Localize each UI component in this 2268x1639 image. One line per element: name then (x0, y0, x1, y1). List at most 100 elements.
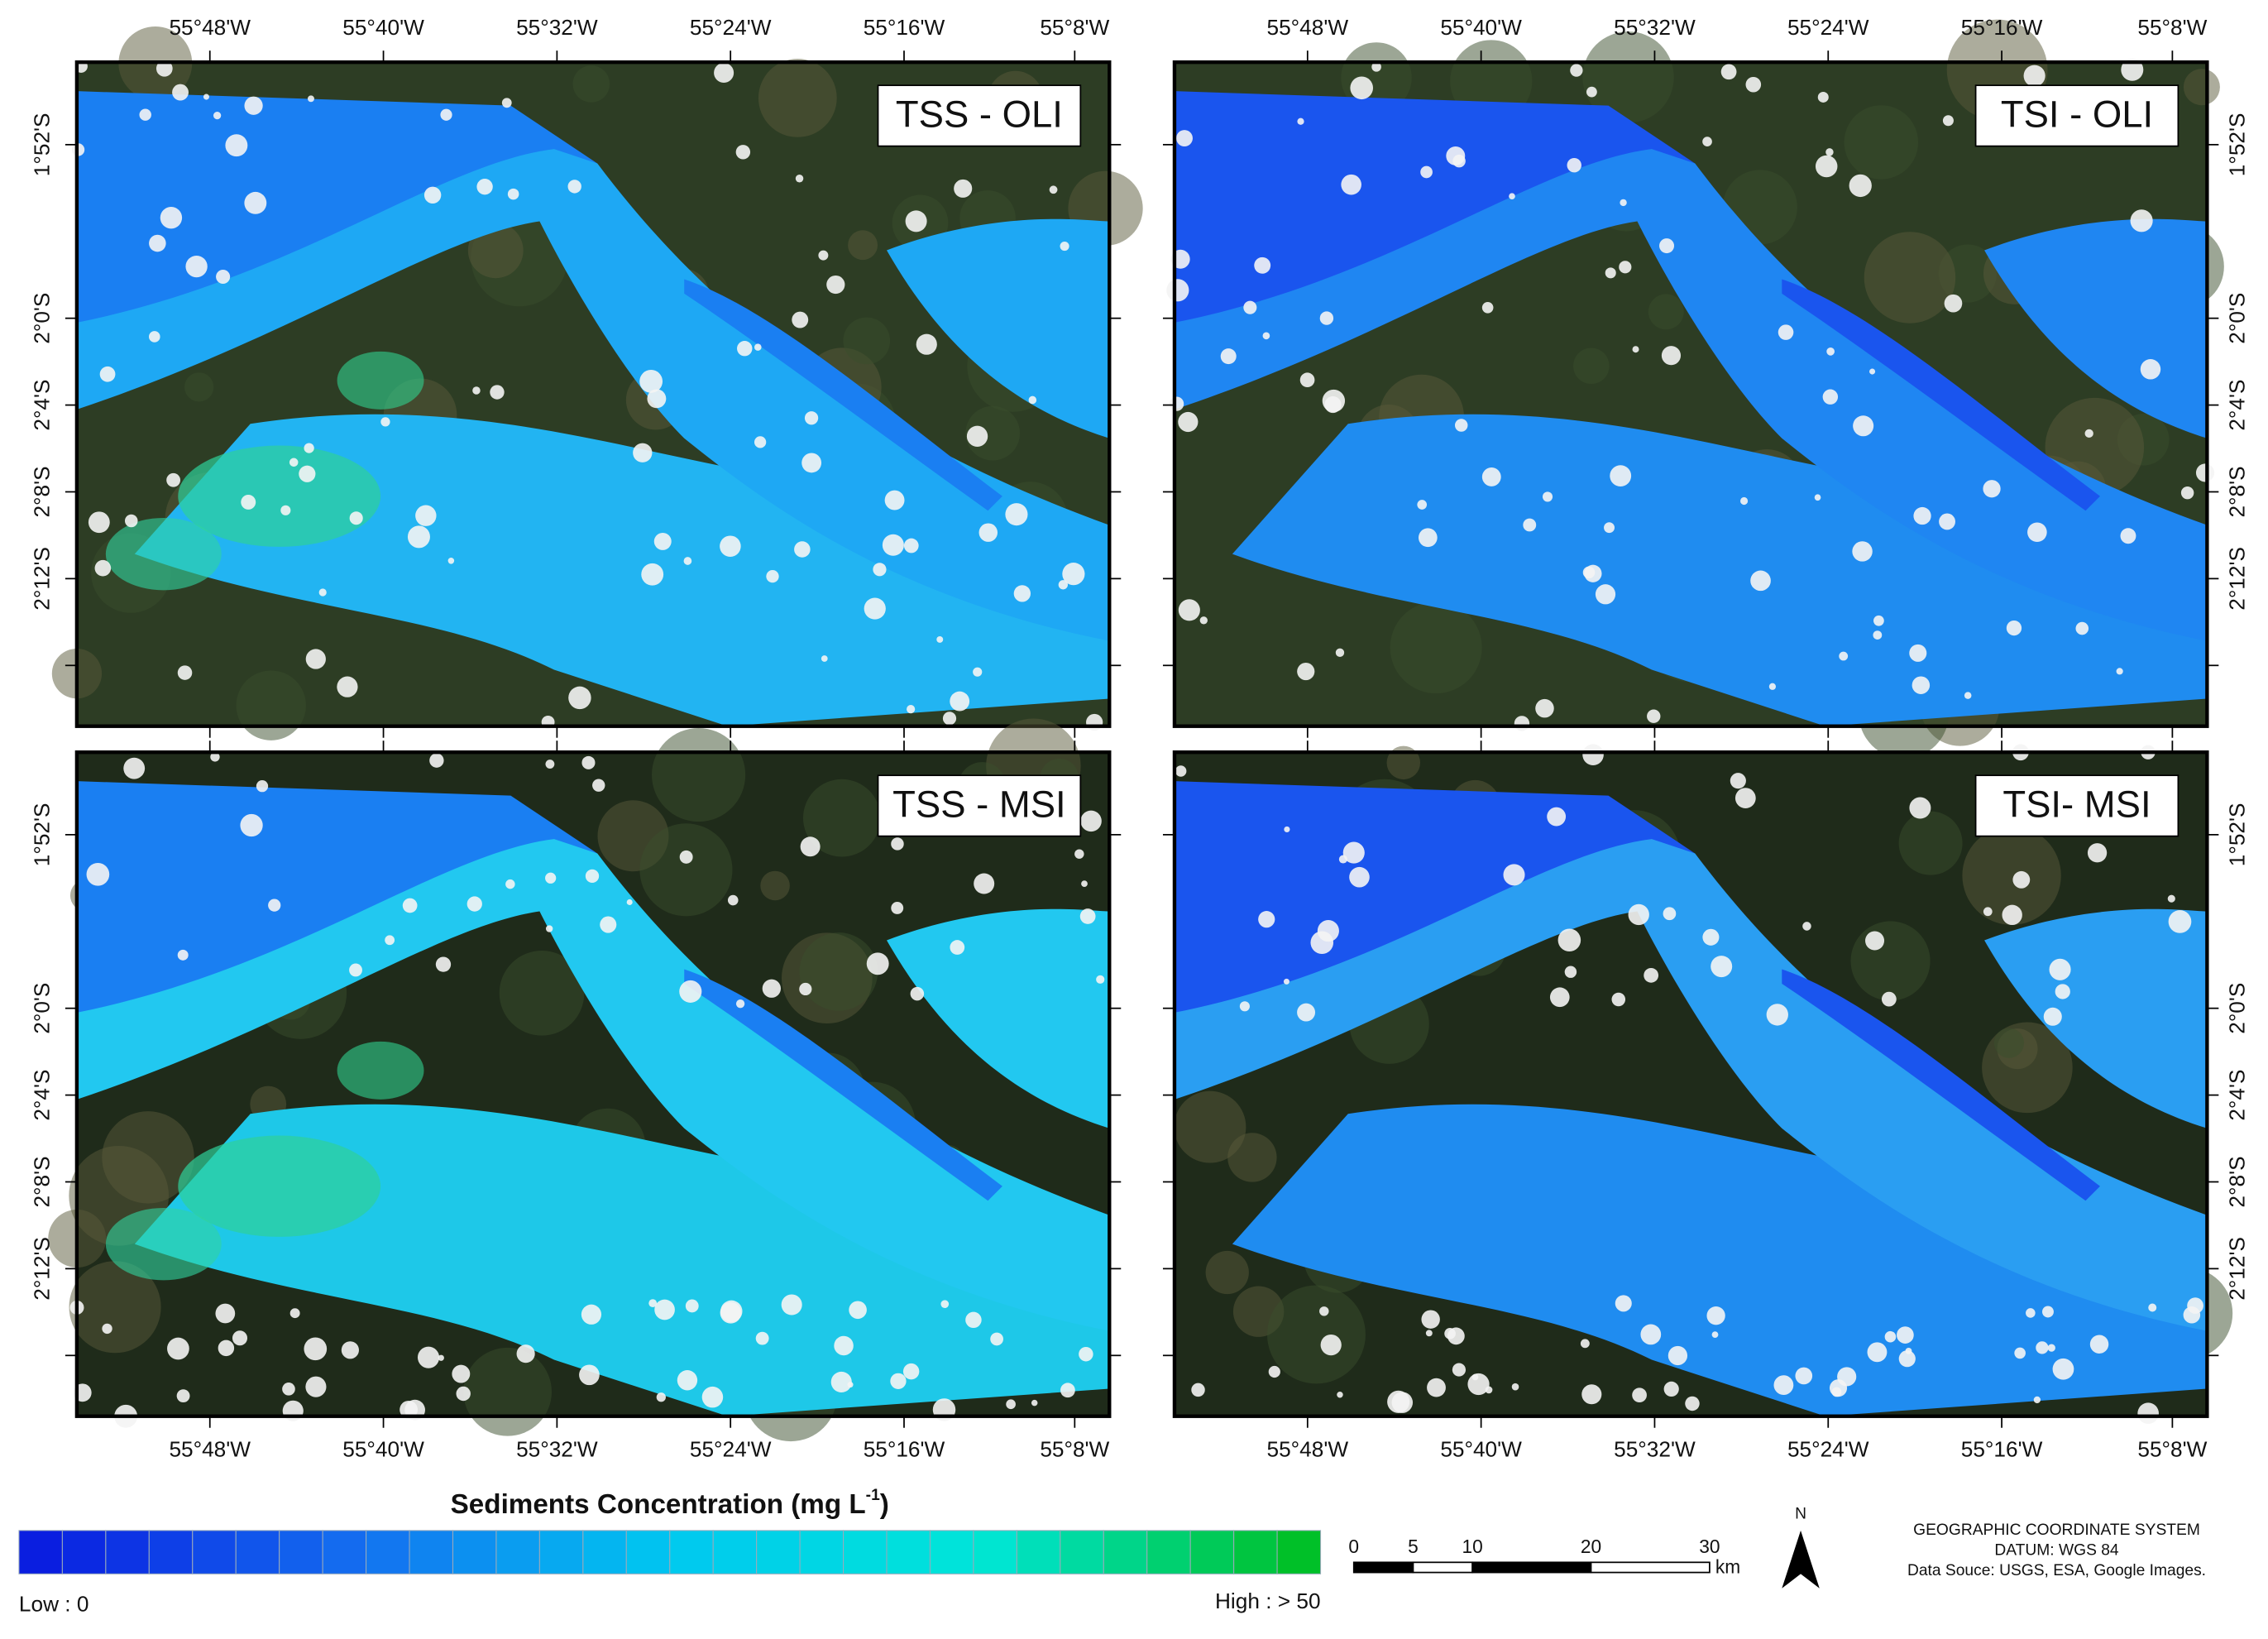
cloud (1884, 1330, 1897, 1343)
cloud (447, 558, 455, 564)
cloud (2043, 1007, 2062, 1026)
cloud (1467, 1373, 1490, 1396)
cloud (172, 84, 189, 101)
legend-swatch (1016, 1530, 1061, 1574)
cloud (2075, 621, 2089, 635)
cloud (177, 665, 193, 680)
cloud (304, 1337, 328, 1361)
cloud (456, 1386, 471, 1402)
cloud (754, 343, 762, 351)
cloud (1060, 241, 1069, 252)
cloud (423, 186, 442, 204)
cloud (974, 873, 995, 894)
cloud (166, 472, 181, 487)
legend-swatch (843, 1530, 888, 1574)
cloud (1570, 64, 1583, 77)
cloud (1178, 411, 1199, 433)
cloud (2014, 1347, 2026, 1359)
water (76, 839, 1110, 1331)
cloud (2195, 463, 2215, 482)
cloud (289, 458, 299, 467)
cloud (1079, 1346, 1093, 1362)
cloud (916, 333, 937, 355)
cloud (215, 1303, 236, 1324)
cloud (1942, 115, 1954, 127)
cloud (890, 1373, 907, 1389)
cloud (1342, 841, 1365, 864)
cloud (1297, 117, 1304, 125)
cloud (1060, 1383, 1075, 1398)
credit-line: DATUM: WGS 84 (1994, 1541, 2119, 1559)
cloud (826, 275, 845, 295)
cloud (1557, 928, 1581, 952)
high-sediment (337, 1041, 424, 1100)
cloud (1815, 155, 1838, 178)
cloud (902, 1363, 920, 1380)
cloud (568, 686, 591, 710)
panel-label-box (1974, 774, 2179, 837)
cloud (1175, 765, 1187, 777)
cloud (1817, 91, 1829, 103)
map-panel: TSS - MSI 55°48'W 55°40'W 55°32'W 55°24'W 55°… (30, 718, 1122, 1462)
map-panel: TSS - OLI 55°48'W 55°40'W 55°32'W 55°24'W 55°… (30, 15, 1143, 740)
cloud (1371, 62, 1381, 72)
cloud (600, 916, 617, 933)
cloud (1773, 1375, 1794, 1396)
cloud (1702, 928, 1720, 946)
cloud (88, 511, 110, 534)
lon-label: 55°16'W (864, 1437, 945, 1462)
cloud (2116, 668, 2123, 675)
cloud (754, 436, 767, 448)
legend-swatch (366, 1530, 410, 1574)
vegetation (102, 1111, 194, 1204)
vegetation (184, 372, 214, 402)
cloud (156, 60, 173, 77)
cloud (1873, 630, 1883, 640)
lon-label: 55°48'W (169, 1437, 251, 1462)
cloud (720, 535, 741, 557)
cloud (244, 96, 263, 115)
lon-label: 55°40'W (342, 1437, 424, 1462)
cloud (1909, 797, 1931, 819)
legend-swatch (669, 1530, 714, 1574)
cloud (1750, 570, 1771, 592)
cloud (1523, 518, 1537, 532)
cloud (1912, 676, 1931, 694)
legend-swatch (235, 1530, 280, 1574)
lat-label: 2°12'S (30, 1237, 55, 1301)
cloud (1730, 773, 1746, 789)
scale-segment (1590, 1561, 1711, 1574)
vegetation (1572, 347, 1610, 385)
lat-label: 1°52'S (30, 113, 55, 176)
cloud (907, 705, 916, 714)
cloud (1079, 908, 1096, 924)
cloud (467, 896, 482, 912)
cloud (1853, 415, 1874, 437)
cloud (94, 559, 112, 577)
cloud (905, 210, 927, 232)
vegetation (1266, 1285, 1366, 1384)
cloud (349, 511, 363, 525)
cloud (581, 1304, 602, 1325)
cloud (801, 453, 822, 473)
cloud (1420, 165, 1433, 179)
cloud (2140, 359, 2161, 380)
cloud (241, 494, 256, 510)
cloud (966, 425, 988, 447)
cloud (1447, 1327, 1465, 1345)
cloud (1176, 130, 1193, 147)
cloud (2023, 65, 2046, 87)
cloud (891, 902, 904, 914)
cloud (225, 134, 248, 157)
cloud (1814, 494, 1821, 501)
vegetation (467, 223, 524, 279)
cloud (1350, 76, 1374, 100)
cloud (1243, 300, 1257, 314)
legend-swatch (148, 1530, 194, 1574)
panel-label: TSS - OLI (896, 93, 1063, 136)
cloud (735, 999, 745, 1009)
cloud (417, 1346, 440, 1368)
cloud (139, 108, 151, 121)
cloud (1802, 922, 1811, 931)
